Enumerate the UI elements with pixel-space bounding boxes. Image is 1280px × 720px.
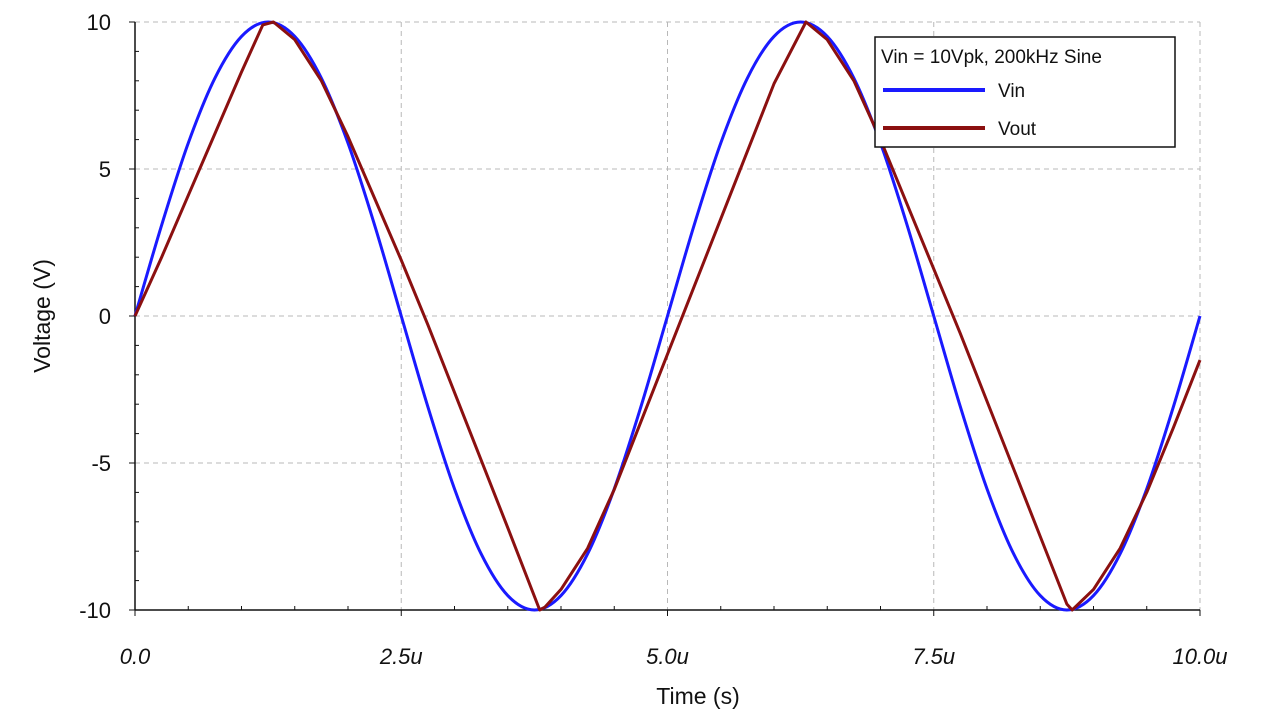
legend: Vin = 10Vpk, 200kHz Sine Vin Vout: [874, 36, 1176, 148]
x-tick-label: 0.0: [120, 644, 151, 669]
tick-labels: 0.0 2.5u 5.0u 7.5u 10.0u 10 5 0 -5 -10: [79, 10, 1227, 669]
series-line-vin: [133, 20, 1202, 612]
x-axis-title: Time (s): [656, 683, 739, 709]
legend-label-vin: Vin: [998, 81, 1025, 102]
x-tick-label: 10.0u: [1172, 644, 1227, 669]
y-tick-label: -10: [79, 598, 111, 623]
y-axis-title: Voltage (V): [29, 259, 55, 373]
y-tick-label: 0: [99, 304, 111, 329]
series-layer: [133, 20, 1202, 612]
y-tick-label: 5: [99, 157, 111, 182]
x-tick-label: 7.5u: [912, 644, 955, 669]
series-line-vout: [133, 20, 1202, 612]
legend-title: Vin = 10Vpk, 200kHz Sine: [881, 47, 1102, 68]
legend-label-vout: Vout: [998, 119, 1037, 140]
x-tick-label: 2.5u: [379, 644, 423, 669]
y-tick-label: -5: [91, 451, 111, 476]
y-tick-label: 10: [87, 10, 111, 35]
x-tick-label: 5.0u: [646, 644, 689, 669]
